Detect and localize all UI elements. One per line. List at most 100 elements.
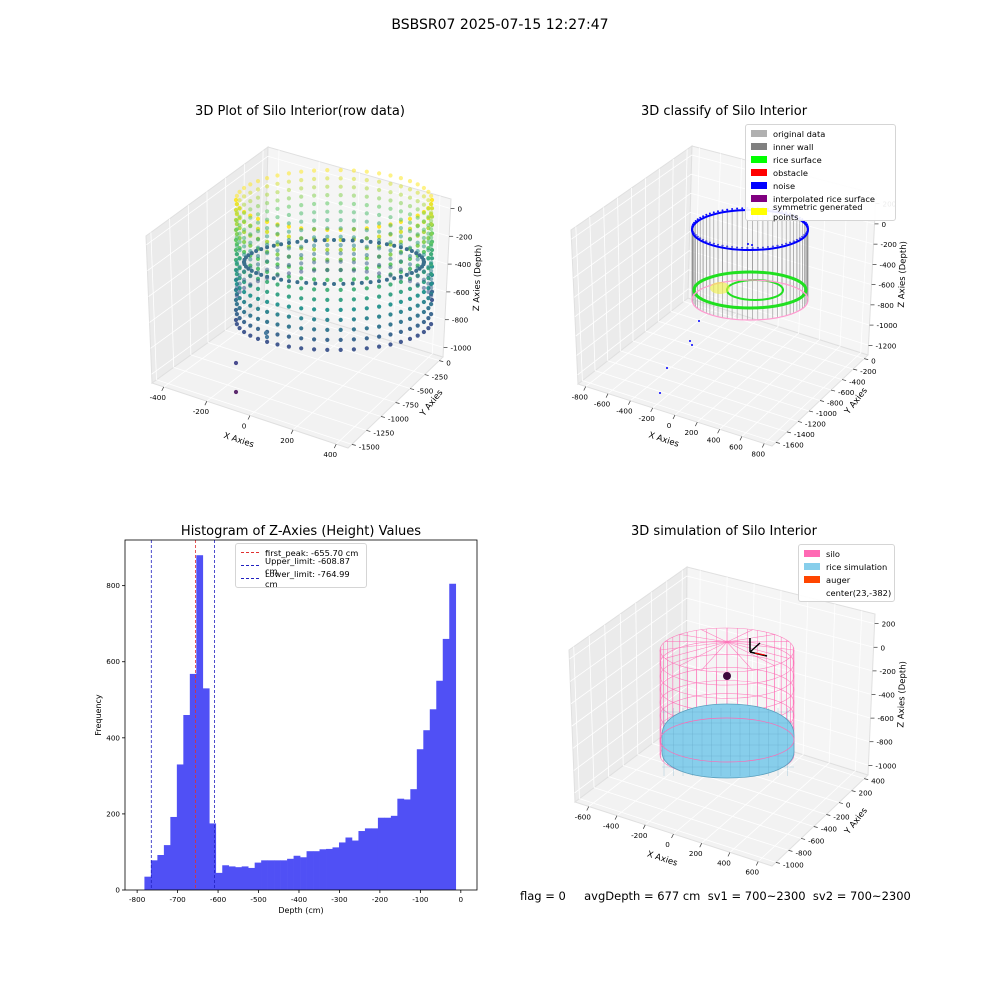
histogram-bar bbox=[384, 817, 392, 890]
panel1-3d-plot: -400 -200 0 200 400 0 -250 -500 -750 -1000 -1250 -1… bbox=[145, 145, 484, 459]
p1-ytick bbox=[439, 360, 444, 362]
p1-data-point bbox=[242, 289, 247, 295]
p4-silo-ring-front bbox=[659, 717, 795, 763]
p1-data-point bbox=[351, 337, 356, 342]
p2-ztick-label: -600 bbox=[878, 281, 895, 290]
p4-ztick-label: -200 bbox=[880, 667, 897, 676]
p1-data-point bbox=[265, 184, 270, 189]
p1-data-point bbox=[275, 282, 280, 287]
p1-data-point bbox=[275, 256, 280, 261]
p1-data-point bbox=[338, 218, 343, 223]
p1-data-point bbox=[286, 234, 291, 239]
p1-data-point bbox=[388, 240, 393, 245]
p2-xtick-label: -600 bbox=[594, 400, 611, 409]
p2-zlabel: Z Axies (Depth) bbox=[897, 241, 909, 308]
p1-data-point bbox=[377, 262, 382, 268]
p1-data-point bbox=[388, 332, 393, 337]
p2-symmetric-points bbox=[710, 282, 730, 294]
status-line: flag = 0 avgDepth = 677 cm sv1 = 700~230… bbox=[520, 889, 911, 903]
p1-data-point bbox=[325, 234, 330, 239]
p1-data-point bbox=[364, 316, 369, 321]
p1-data-point bbox=[429, 297, 435, 303]
p1-data-point bbox=[286, 237, 291, 243]
p1-data-point bbox=[312, 268, 317, 273]
p1-data-point bbox=[237, 256, 242, 261]
p1-data-point bbox=[248, 215, 253, 220]
p1-data-point bbox=[398, 267, 403, 272]
p1-data-point bbox=[364, 286, 369, 291]
p1-data-point bbox=[429, 252, 434, 257]
histogram-bar bbox=[163, 845, 171, 890]
p1-data-point bbox=[351, 210, 356, 215]
p1-data-point bbox=[275, 190, 280, 195]
p1-data-point bbox=[421, 269, 426, 274]
p1-data-point bbox=[248, 303, 253, 308]
p1-data-point bbox=[364, 186, 369, 191]
p1-grid-y bbox=[225, 329, 411, 389]
p1-data-point bbox=[338, 251, 343, 256]
p2-noise-point bbox=[699, 216, 702, 219]
legend-label: first_peak: -655.70 cm bbox=[265, 547, 359, 558]
p1-data-point bbox=[248, 243, 253, 248]
p1-ticks: -400 -200 0 200 400 0 -250 -500 -750 -1000 -1250 -1… bbox=[150, 204, 473, 459]
p4-ytick-label: 400 bbox=[871, 777, 885, 786]
p1-data-point bbox=[275, 273, 280, 278]
p1-xtick bbox=[204, 401, 208, 406]
p1-data-point bbox=[286, 171, 291, 176]
p1-data-point bbox=[304, 239, 309, 244]
p4-silo-roof bbox=[679, 641, 728, 666]
p1-data-point bbox=[429, 193, 434, 198]
histogram-bar bbox=[442, 638, 450, 890]
p1-data-point bbox=[255, 187, 261, 192]
p1-data-point bbox=[388, 322, 393, 327]
p1-data-point bbox=[414, 268, 419, 273]
p2-ztick-label: -400 bbox=[880, 260, 897, 269]
p1-data-point bbox=[286, 221, 291, 226]
p2-xtick bbox=[761, 443, 765, 448]
p4-grid-y bbox=[593, 787, 789, 851]
p1-data-point bbox=[351, 268, 356, 273]
p2-grid-x bbox=[763, 192, 869, 444]
p1-data-point bbox=[415, 207, 420, 212]
p1-data-point bbox=[415, 333, 420, 338]
legend-entry: interpolated rice surface bbox=[751, 192, 890, 205]
p4-silo-roof bbox=[726, 629, 753, 643]
p1-data-point bbox=[429, 227, 434, 232]
legend-label: silo bbox=[826, 548, 841, 559]
p1-data-point bbox=[377, 324, 382, 329]
p4-silo-roof bbox=[701, 629, 728, 643]
p1-data-point bbox=[248, 182, 253, 187]
p4-grid-z bbox=[569, 575, 875, 660]
p1-data-point bbox=[398, 319, 403, 324]
p1-data-point bbox=[286, 334, 291, 339]
histogram-bar bbox=[364, 828, 372, 890]
p1-data-point bbox=[429, 277, 434, 282]
p2-xtick-label: 800 bbox=[751, 450, 765, 459]
p2-ytick bbox=[808, 410, 814, 413]
legend-label: rice simulation bbox=[826, 561, 888, 572]
p1-data-point bbox=[359, 239, 364, 244]
p1-data-point bbox=[255, 179, 261, 184]
p1-data-point bbox=[417, 266, 422, 271]
p1-data-point bbox=[265, 279, 270, 284]
p1-data-point bbox=[299, 316, 304, 321]
p1-data-point bbox=[332, 238, 336, 242]
p1-data-point bbox=[312, 257, 317, 262]
p1-data-point bbox=[351, 277, 356, 282]
p1-data-point bbox=[242, 219, 247, 224]
p1-data-point bbox=[325, 277, 330, 282]
p1-data-point bbox=[234, 243, 239, 248]
p1-data-point bbox=[255, 229, 261, 234]
histogram-legend: first_peak: -655.70 cm Upper_limit: -608.… bbox=[235, 543, 367, 589]
histogram-bar bbox=[326, 848, 333, 890]
p1-data-point bbox=[421, 202, 426, 207]
p2-ztick-label: -1000 bbox=[876, 321, 897, 330]
p1-data-point bbox=[414, 251, 419, 256]
p1-data-point bbox=[421, 194, 426, 199]
histogram-bar bbox=[215, 872, 223, 890]
p1-data-point bbox=[338, 247, 343, 252]
histogram-bar bbox=[449, 583, 457, 890]
p2-xtick-label: 200 bbox=[684, 428, 698, 437]
p1-data-point bbox=[398, 184, 403, 189]
p1-data-point bbox=[429, 260, 434, 265]
